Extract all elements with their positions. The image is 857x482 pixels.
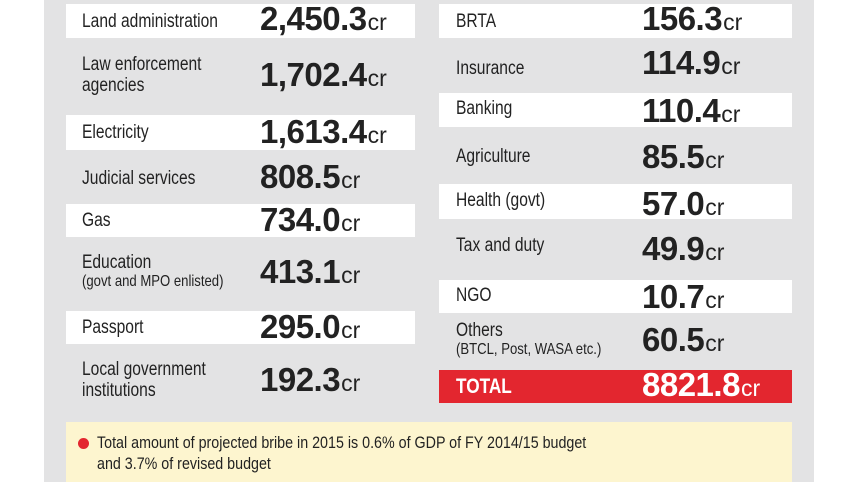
- row-label-line2: agencies: [82, 75, 145, 96]
- row-label: Law enforcement agencies: [82, 54, 202, 96]
- value-unit: cr: [367, 9, 387, 35]
- value-number: 192.3: [260, 361, 341, 398]
- value-number: 110.4: [642, 92, 721, 129]
- row-value: 156.3 cr: [642, 0, 742, 38]
- row-label: Health (govt): [456, 190, 546, 211]
- row-label: Electricity: [82, 122, 149, 143]
- value-unit: cr: [705, 239, 725, 265]
- total-value: 8821.8 cr: [642, 366, 760, 404]
- row-label-sub: (govt and MPO enlisted): [82, 273, 224, 290]
- value-unit: cr: [341, 262, 361, 288]
- row-value: 192.3 cr: [260, 361, 360, 399]
- value-number: 156.3: [642, 0, 723, 37]
- row-label-line1: Education: [82, 252, 152, 273]
- table-row: Banking 110.4 cr: [439, 92, 792, 130]
- table-row: Health (govt) 57.0 cr: [439, 184, 792, 222]
- table-row: Judicial services 808.5 cr: [66, 158, 415, 198]
- value-number: 413.1: [260, 253, 341, 290]
- footnote-line2: and 3.7% of revised budget: [97, 454, 271, 473]
- table-row: Others (BTCL, Post, WASA etc.) 60.5 cr: [439, 316, 792, 368]
- total-row: TOTAL 8821.8 cr: [439, 366, 792, 403]
- row-value: 114.9 cr: [642, 44, 740, 82]
- value-number: 734.0: [260, 201, 341, 238]
- value-unit: cr: [705, 194, 725, 220]
- footnote-line1: Total amount of projected bribe in 2015 …: [97, 433, 587, 452]
- value-number: 808.5: [260, 158, 341, 195]
- value-unit: cr: [705, 287, 725, 313]
- value-unit: cr: [723, 9, 743, 35]
- row-label-line1: Law enforcement: [82, 54, 202, 75]
- row-value: 1,613.4 cr: [260, 113, 387, 151]
- row-value: 49.9 cr: [642, 230, 724, 268]
- value-unit: cr: [705, 147, 725, 173]
- value-unit: cr: [721, 101, 741, 127]
- row-label-line1: Others: [456, 320, 503, 341]
- table-row: Passport 295.0 cr: [66, 308, 415, 346]
- row-label: Local government institutions: [82, 359, 206, 401]
- value-number: 10.7: [642, 278, 705, 315]
- value-unit: cr: [705, 330, 725, 356]
- table-row: Education (govt and MPO enlisted) 413.1 c…: [66, 246, 415, 302]
- row-label: Education (govt and MPO enlisted): [82, 252, 223, 291]
- total-label: TOTAL: [456, 375, 512, 398]
- row-value: 2,450.3 cr: [260, 0, 387, 38]
- row-label: Land administration: [82, 10, 218, 32]
- value-unit: cr: [341, 210, 361, 236]
- row-value: 85.5 cr: [642, 138, 724, 176]
- row-value: 734.0 cr: [260, 201, 360, 239]
- row-label: BRTA: [456, 10, 497, 32]
- row-value: 413.1 cr: [260, 253, 360, 291]
- footnote-box: Total amount of projected bribe in 2015 …: [66, 422, 792, 482]
- value-unit: cr: [367, 122, 387, 148]
- table-row: NGO 10.7 cr: [439, 278, 792, 316]
- row-label-sub: (BTCL, Post, WASA etc.): [456, 341, 602, 358]
- row-label: Tax and duty: [456, 235, 545, 256]
- value-unit: cr: [367, 65, 387, 91]
- value-unit: cr: [341, 370, 361, 396]
- table-row: Electricity 1,613.4 cr: [66, 113, 415, 151]
- table-row: Land administration 2,450.3 cr: [66, 0, 415, 38]
- row-value: 1,702.4 cr: [260, 56, 387, 94]
- value-number: 8821.8: [642, 366, 740, 403]
- table-row: Tax and duty 49.9 cr: [439, 226, 792, 272]
- row-value: 60.5 cr: [642, 321, 724, 359]
- row-label-line1: Local government: [82, 359, 206, 380]
- row-value: 57.0 cr: [642, 185, 724, 223]
- row-label: NGO: [456, 285, 492, 306]
- value-number: 85.5: [642, 138, 705, 175]
- row-label: Others (BTCL, Post, WASA etc.): [456, 320, 601, 359]
- value-unit: cr: [341, 167, 361, 193]
- row-value: 808.5 cr: [260, 158, 360, 196]
- table-row: Local government institutions 192.3 cr: [66, 353, 415, 411]
- row-value: 110.4 cr: [642, 92, 740, 130]
- value-number: 114.9: [642, 44, 721, 81]
- value-number: 49.9: [642, 230, 705, 267]
- value-number: 1,702.4: [260, 56, 367, 93]
- value-unit: cr: [740, 375, 761, 401]
- value-number: 1,613.4: [260, 113, 367, 150]
- table-row: Insurance 114.9 cr: [439, 44, 792, 92]
- footnote-text: Total amount of projected bribe in 2015 …: [97, 432, 786, 474]
- table-row: Law enforcement agencies 1,702.4 cr: [66, 48, 415, 106]
- row-label-line2: institutions: [82, 380, 156, 401]
- table-row: Agriculture 85.5 cr: [439, 136, 792, 180]
- row-label: Passport: [82, 317, 144, 338]
- value-unit: cr: [341, 317, 361, 343]
- row-label: Insurance: [456, 58, 525, 79]
- row-value: 295.0 cr: [260, 308, 360, 346]
- row-label: Gas: [82, 210, 111, 231]
- row-label: Judicial services: [82, 167, 196, 189]
- value-number: 60.5: [642, 321, 705, 358]
- row-value: 10.7 cr: [642, 278, 724, 316]
- value-unit: cr: [721, 53, 741, 79]
- value-number: 2,450.3: [260, 0, 367, 37]
- value-number: 295.0: [260, 308, 341, 345]
- table-row: Gas 734.0 cr: [66, 201, 415, 239]
- row-label: Agriculture: [456, 146, 531, 167]
- bullet-dot-icon: [78, 438, 89, 449]
- value-number: 57.0: [642, 185, 705, 222]
- table-row: BRTA 156.3 cr: [439, 0, 792, 38]
- row-label: Banking: [456, 98, 513, 119]
